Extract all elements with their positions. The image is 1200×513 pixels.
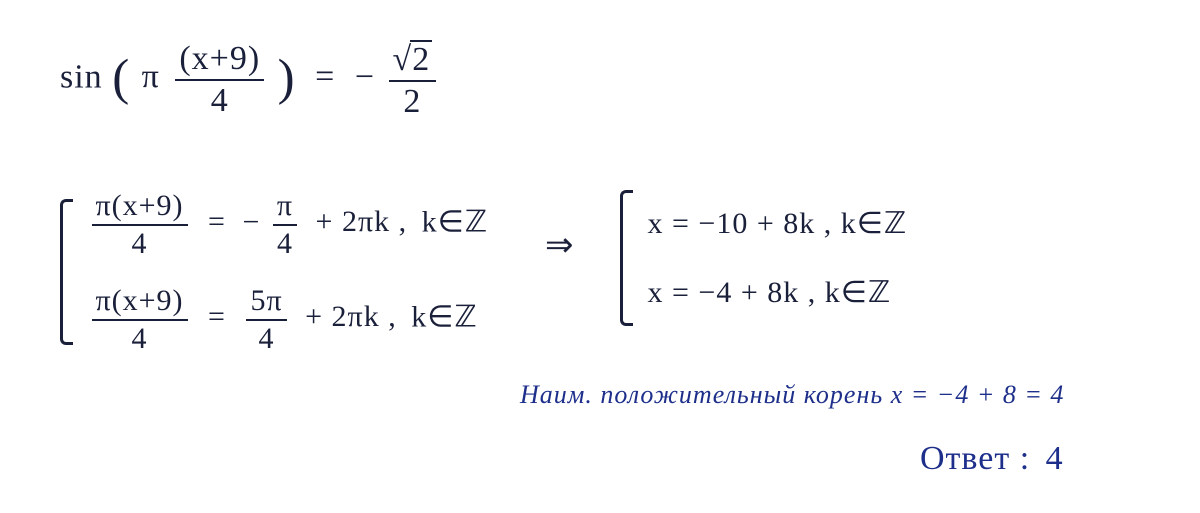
system-right-rows: x = −10 + 8k , k∈ℤ x = −4 + 8k , k∈ℤ	[648, 206, 908, 310]
row1-lhs-den: 4	[128, 226, 152, 260]
system-left-rows: π(x+9) 4 = − π 4 + 2πk , k∈ℤ π(x+9) 4 = …	[88, 190, 489, 354]
row1-lhs-num: π(x+9)	[92, 190, 188, 226]
rhs-num: √2	[389, 40, 437, 82]
arg-den: 4	[207, 81, 233, 119]
row2-t1-num: 5π	[246, 285, 286, 321]
answer-line: Ответ : 4	[920, 440, 1064, 478]
sin-label: sin	[60, 58, 103, 95]
row2-eq: =	[208, 300, 226, 333]
rhs-den: 2	[399, 82, 425, 120]
row2-term: 5π 4	[246, 285, 286, 354]
system-right: x = −10 + 8k , k∈ℤ x = −4 + 8k , k∈ℤ	[620, 190, 907, 326]
rhs-fraction: √2 2	[389, 40, 437, 119]
note-minimal-positive-root: Наим. положительный корень x = −4 + 8 = …	[520, 380, 1064, 410]
rparen: )	[278, 63, 296, 94]
row2-lhs-den: 4	[128, 321, 152, 355]
system-left: π(x+9) 4 = − π 4 + 2πk , k∈ℤ π(x+9) 4 = …	[60, 190, 488, 354]
row1-t1-den: 4	[273, 226, 297, 260]
system-right-row-2: x = −4 + 8k , k∈ℤ	[648, 275, 908, 310]
lparen: (	[112, 63, 130, 94]
system-left-row-1: π(x+9) 4 = − π 4 + 2πk , k∈ℤ	[88, 190, 489, 259]
row1-eq: =	[208, 205, 226, 238]
left-bracket-icon	[60, 199, 73, 345]
row1-term: π 4	[273, 190, 297, 259]
answer-value: 4	[1046, 440, 1064, 477]
arg-num: (x+9)	[175, 41, 264, 81]
sqrt-radicand: 2	[410, 40, 432, 78]
system-left-row-2: π(x+9) 4 = 5π 4 + 2πk , k∈ℤ	[88, 285, 489, 354]
row2-lhs: π(x+9) 4	[92, 285, 188, 354]
answer-label: Ответ :	[920, 440, 1030, 477]
row2-plus: + 2πk ,	[305, 300, 397, 333]
right-bracket-icon	[620, 190, 633, 326]
row1-lhs: π(x+9) 4	[92, 190, 188, 259]
row1-neg: −	[242, 205, 260, 238]
system-right-row-1: x = −10 + 8k , k∈ℤ	[648, 206, 908, 241]
equation-main: sin ( π (x+9) 4 ) = − √2 2	[60, 40, 440, 119]
row2-tail: k∈ℤ	[411, 300, 477, 333]
row1-t1-num: π	[273, 190, 297, 226]
equals-sign: =	[315, 58, 335, 95]
row2-lhs-num: π(x+9)	[92, 285, 188, 321]
implies-arrow: ⇒	[545, 225, 575, 265]
minus-sign: −	[355, 58, 375, 95]
row1-plus: + 2πk ,	[316, 205, 408, 238]
row1-tail: k∈ℤ	[422, 205, 488, 238]
pi-symbol: π	[142, 58, 160, 95]
arg-fraction: (x+9) 4	[175, 41, 264, 118]
row2-t1-den: 4	[255, 321, 279, 355]
